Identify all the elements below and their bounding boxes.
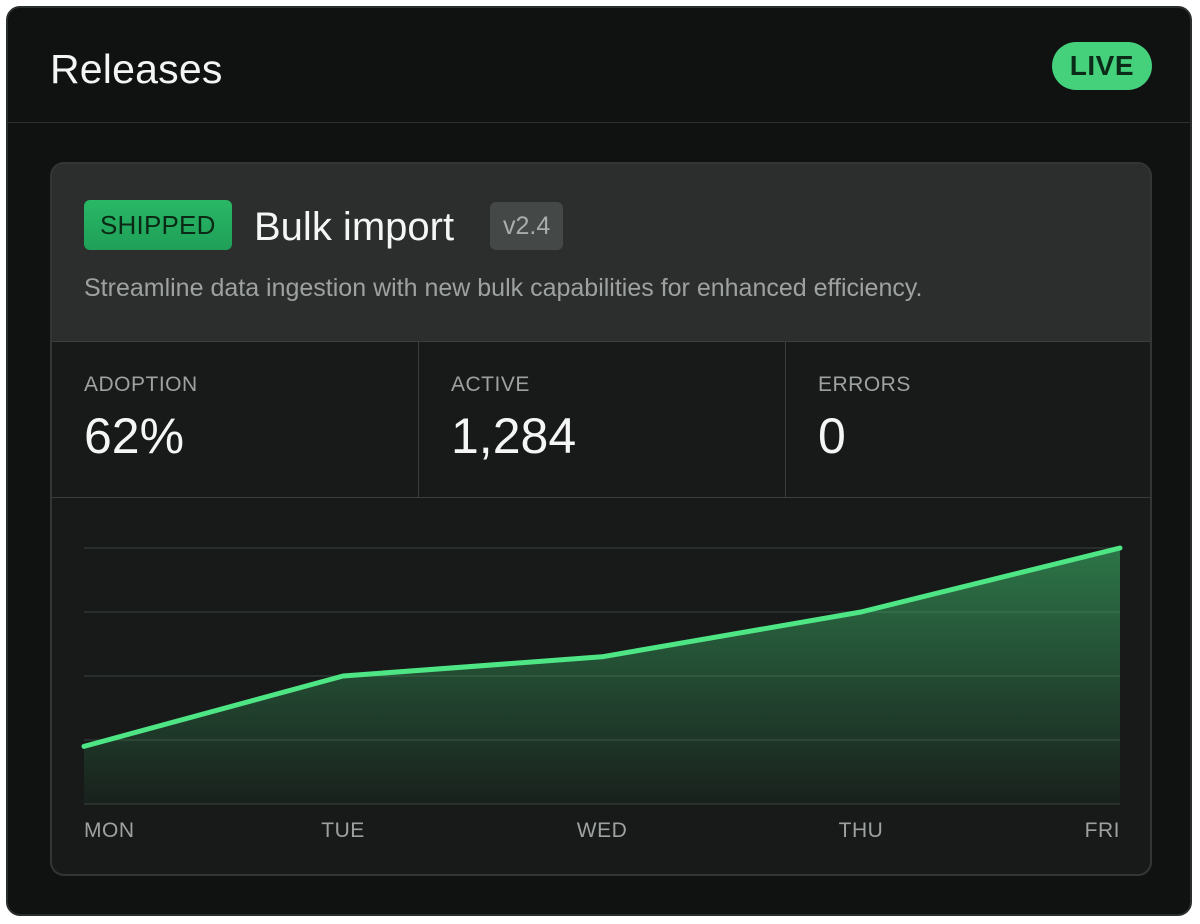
stat-active: ACTIVE 1,284: [418, 342, 785, 497]
x-tick-label: FRI: [1084, 819, 1120, 842]
stat-adoption: ADOPTION 62%: [52, 342, 418, 497]
page-title: Releases: [50, 46, 223, 92]
x-tick-label: TUE: [321, 819, 365, 842]
live-status-badge: LIVE: [1051, 42, 1152, 90]
stat-value: 1,284: [451, 408, 577, 464]
x-tick-label: WED: [576, 819, 628, 842]
stat-value: 62%: [84, 408, 185, 464]
stat-value: 0: [818, 408, 846, 464]
x-tick-label: THU: [838, 819, 884, 842]
stat-label: ACTIVE: [451, 373, 530, 396]
stats-row: ADOPTION 62% ACTIVE 1,284 ERRORS 0: [52, 342, 1150, 498]
adoption-chart: MON TUE WED THU FRI: [52, 498, 1150, 874]
release-card[interactable]: SHIPPED Bulk import v2.4 Streamline data…: [50, 162, 1152, 876]
stat-label: ADOPTION: [84, 373, 198, 396]
stat-errors: ERRORS 0: [785, 342, 1150, 497]
chart-svg: [81, 545, 1123, 805]
release-description: Streamline data ingestion with new bulk …: [84, 274, 923, 302]
release-name: Bulk import: [254, 205, 455, 249]
version-badge: v2.4: [490, 202, 564, 250]
releases-window: Releases LIVE SHIPPED Bulk import v2.4 S…: [6, 6, 1192, 916]
x-tick-label: MON: [84, 819, 135, 842]
stat-label: ERRORS: [818, 373, 911, 396]
release-summary: SHIPPED Bulk import v2.4 Streamline data…: [52, 164, 1150, 342]
header: Releases LIVE: [8, 8, 1190, 123]
shipped-status-badge: SHIPPED: [84, 200, 232, 250]
